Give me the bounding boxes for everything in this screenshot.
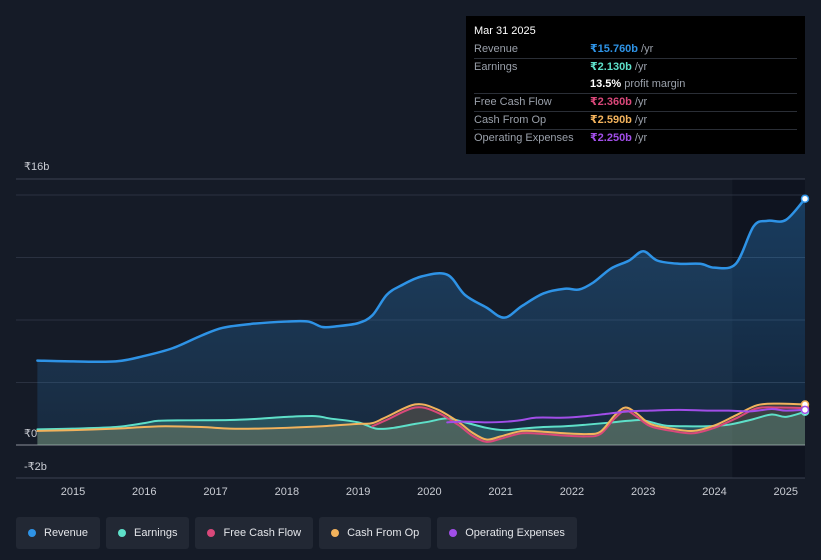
legend-dot-icon [118, 529, 127, 537]
y-tick-label: ₹16b [24, 161, 49, 173]
legend-label: Cash From Op [347, 527, 420, 539]
x-tick-label: 2023 [631, 486, 655, 498]
tooltip-unit: profit margin [624, 78, 686, 90]
tooltip-row-margin: 13.5% profit margin [474, 76, 797, 93]
y-tick-label: -₹2b [24, 461, 47, 473]
x-axis: 2015 2016 2017 2018 2019 2020 2021 2022 2023 2024… [61, 486, 798, 498]
series-lines [36, 197, 807, 443]
tooltip-unit: /yr [634, 132, 648, 144]
x-tick-label: 2021 [488, 486, 512, 498]
legend-item-revenue[interactable]: Revenue [16, 517, 101, 549]
cash-from-op-area [37, 403, 805, 445]
legend-item-operating-expenses[interactable]: Operating Expenses [437, 517, 577, 549]
tooltip-row-cfo: Cash From Op ₹2.590b /yr [474, 111, 797, 129]
revenue-area [37, 198, 805, 445]
legend-item-earnings[interactable]: Earnings [106, 517, 190, 549]
x-tick-label: 2020 [417, 486, 441, 498]
tooltip-row-opex: Operating Expenses ₹2.250b /yr [474, 129, 797, 147]
y-axis: ₹16b ₹0 -₹2b [24, 161, 49, 473]
legend-label: Operating Expenses [465, 527, 565, 539]
revenue-end-marker [800, 194, 810, 203]
tooltip-value: ₹2.590b [590, 114, 632, 126]
legend-item-cash-from-op[interactable]: Cash From Op [319, 517, 432, 549]
x-tick-label: 2018 [275, 486, 299, 498]
x-tick-label: 2015 [61, 486, 85, 498]
x-tick-label: 2016 [132, 486, 156, 498]
tooltip-unit: /yr [634, 96, 648, 108]
tooltip-value: 13.5% [590, 78, 622, 90]
x-tick-label: 2024 [702, 486, 726, 498]
tooltip-value: ₹2.360b [590, 96, 632, 108]
tooltip-label: Free Cash Flow [474, 96, 552, 108]
chart-area: ₹16b₹0-₹2b 2015 2016 2017 2018 2019 2020 2021 2… [16, 161, 810, 498]
revenue-line [36, 197, 807, 364]
tooltip-value: ₹2.130b [590, 61, 632, 73]
free-cash-flow-line [371, 406, 806, 443]
legend-label: Free Cash Flow [223, 527, 302, 539]
tooltip-unit: /yr [634, 61, 648, 73]
tooltip-date: Mar 31 2025 [474, 25, 536, 37]
tooltip-label: Earnings [474, 61, 518, 73]
tooltip-value: ₹15.760b [590, 43, 639, 55]
legend: Revenue Earnings Free Cash Flow Cash Fro… [16, 517, 583, 549]
tooltip-label: Operating Expenses [474, 132, 574, 144]
legend-label: Earnings [134, 527, 178, 539]
y-tick-label: ₹0 [24, 428, 37, 440]
legend-dot-icon [449, 529, 458, 537]
legend-item-free-cash-flow[interactable]: Free Cash Flow [195, 517, 314, 549]
series-areas [37, 198, 805, 445]
legend-dot-icon [331, 529, 340, 537]
tooltip-label [474, 76, 590, 93]
tooltip-row-earnings: Earnings ₹2.130b /yr [474, 58, 797, 76]
operating-expenses-end-marker [800, 405, 810, 415]
tooltip-label: Cash From Op [474, 114, 547, 126]
x-tick-label: 2022 [560, 486, 584, 498]
tooltip-panel: Mar 31 2025 Revenue ₹15.760b /yr Earning… [466, 16, 805, 154]
legend-dot-icon [28, 529, 36, 537]
legend-label: Revenue [44, 527, 89, 539]
x-tick-label: 2025 [774, 486, 798, 498]
tooltip-row-fcf: Free Cash Flow ₹2.360b /yr [474, 93, 797, 111]
tooltip-row-revenue: Revenue ₹15.760b /yr [474, 41, 797, 58]
x-tick-label: 2017 [203, 486, 227, 498]
tooltip-label: Revenue [474, 43, 519, 55]
operating-expenses-line [446, 408, 806, 424]
end-markers [800, 194, 810, 416]
tooltip-value: ₹2.250b [590, 132, 632, 144]
x-tick-label: 2019 [346, 486, 370, 498]
tooltip-unit: /yr [641, 43, 654, 55]
legend-dot-icon [207, 529, 216, 537]
cash-from-op-line [36, 402, 806, 441]
tooltip-unit: /yr [634, 114, 648, 126]
